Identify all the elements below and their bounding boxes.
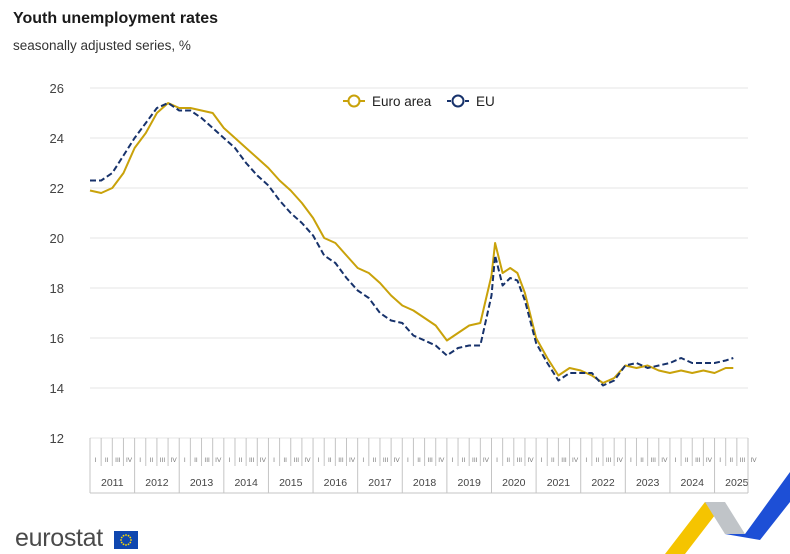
quarter-tick-label: II [150,457,154,464]
quarter-tick-label: I [719,457,721,464]
quarter-tick-label: III [249,457,255,464]
corner-decoration [665,472,790,554]
quarter-tick-label: IV [572,457,579,464]
quarter-tick-label: IV [661,457,668,464]
y-tick-label: 12 [50,431,64,446]
legend-label: EU [476,94,495,109]
year-tick-label: 2022 [591,477,615,489]
quarter-tick-label: III [606,457,612,464]
quarter-tick-label: I [452,457,454,464]
quarter-tick-label: I [184,457,186,464]
eu-flag-icon [114,531,138,549]
quarter-tick-label: III [740,457,746,464]
quarter-tick-label: II [283,457,287,464]
quarter-tick-label: II [506,457,510,464]
series-line-euro-area [89,102,734,384]
year-tick-label: 2014 [234,477,258,489]
quarter-tick-label: IV [126,457,133,464]
y-tick-label: 16 [50,331,64,346]
quarter-tick-label: II [729,457,733,464]
quarter-tick-label: IV [394,457,401,464]
quarter-tick-label: I [229,457,231,464]
chart-title: Youth unemployment rates [13,10,219,27]
chart-subtitle: seasonally adjusted series, % [13,38,191,53]
quarter-tick-label: IV [527,457,534,464]
quarter-tick-label: II [685,457,689,464]
legend-label: Euro area [372,94,432,109]
quarter-tick-label: IV [706,457,713,464]
quarter-tick-label: III [204,457,210,464]
legend-marker [451,94,465,108]
quarter-tick-label: IV [483,457,490,464]
quarter-tick-label: III [561,457,567,464]
quarter-tick-label: II [328,457,332,464]
quarter-tick-label: III [650,457,656,464]
quarter-tick-label: II [462,457,466,464]
quarter-tick-label: I [139,457,141,464]
quarter-tick-label: I [273,457,275,464]
year-tick-label: 2011 [101,477,124,489]
quarter-tick-label: III [160,457,166,464]
year-tick-label: 2023 [636,477,660,489]
quarter-tick-label: III [695,457,701,464]
y-tick-label: 22 [50,181,64,196]
quarter-tick-label: II [194,457,198,464]
y-tick-label: 20 [50,231,64,246]
quarter-tick-label: I [675,457,677,464]
series-line-eu [90,102,734,387]
year-tick-label: 2016 [324,477,348,489]
quarter-tick-label: I [496,457,498,464]
y-tick-label: 24 [50,131,64,146]
y-tick-label: 26 [50,81,64,96]
quarter-tick-label: I [541,457,543,464]
y-tick-label: 14 [50,381,64,396]
year-tick-label: 2025 [725,477,749,489]
quarter-tick-label: II [596,457,600,464]
quarter-tick-label: III [338,457,344,464]
quarter-tick-label: II [640,457,644,464]
quarter-tick-label: I [407,457,409,464]
quarter-tick-label: IV [171,457,178,464]
quarter-tick-label: IV [349,457,356,464]
quarter-tick-label: III [517,457,523,464]
quarter-tick-label: I [362,457,364,464]
quarter-tick-label: III [294,457,300,464]
quarter-tick-label: II [551,457,555,464]
quarter-tick-label: II [239,457,243,464]
quarter-tick-label: II [373,457,377,464]
quarter-tick-label: I [95,457,97,464]
year-tick-label: 2019 [458,477,482,489]
quarter-tick-label: IV [260,457,267,464]
quarter-tick-label: I [585,457,587,464]
year-tick-label: 2018 [413,477,437,489]
quarter-tick-label: I [630,457,632,464]
quarter-tick-label: IV [617,457,624,464]
eurostat-logo: eurostat [15,524,103,552]
year-tick-label: 2021 [547,477,571,489]
quarter-tick-label: IV [438,457,445,464]
year-tick-label: 2024 [681,477,705,489]
quarter-tick-label: II [417,457,421,464]
year-tick-label: 2020 [502,477,526,489]
quarter-tick-label: III [383,457,389,464]
quarter-tick-label: III [115,457,121,464]
quarter-tick-label: I [318,457,320,464]
year-tick-label: 2013 [190,477,214,489]
quarter-tick-label: III [472,457,478,464]
quarter-tick-label: IV [750,457,757,464]
legend-marker [347,94,361,108]
quarter-tick-label: IV [304,457,311,464]
quarter-tick-label: II [105,457,109,464]
year-tick-label: 2012 [145,477,169,489]
y-tick-label: 18 [50,281,64,296]
quarter-tick-label: IV [215,457,222,464]
year-tick-label: 2017 [368,477,392,489]
year-tick-label: 2015 [279,477,303,489]
quarter-tick-label: III [427,457,433,464]
